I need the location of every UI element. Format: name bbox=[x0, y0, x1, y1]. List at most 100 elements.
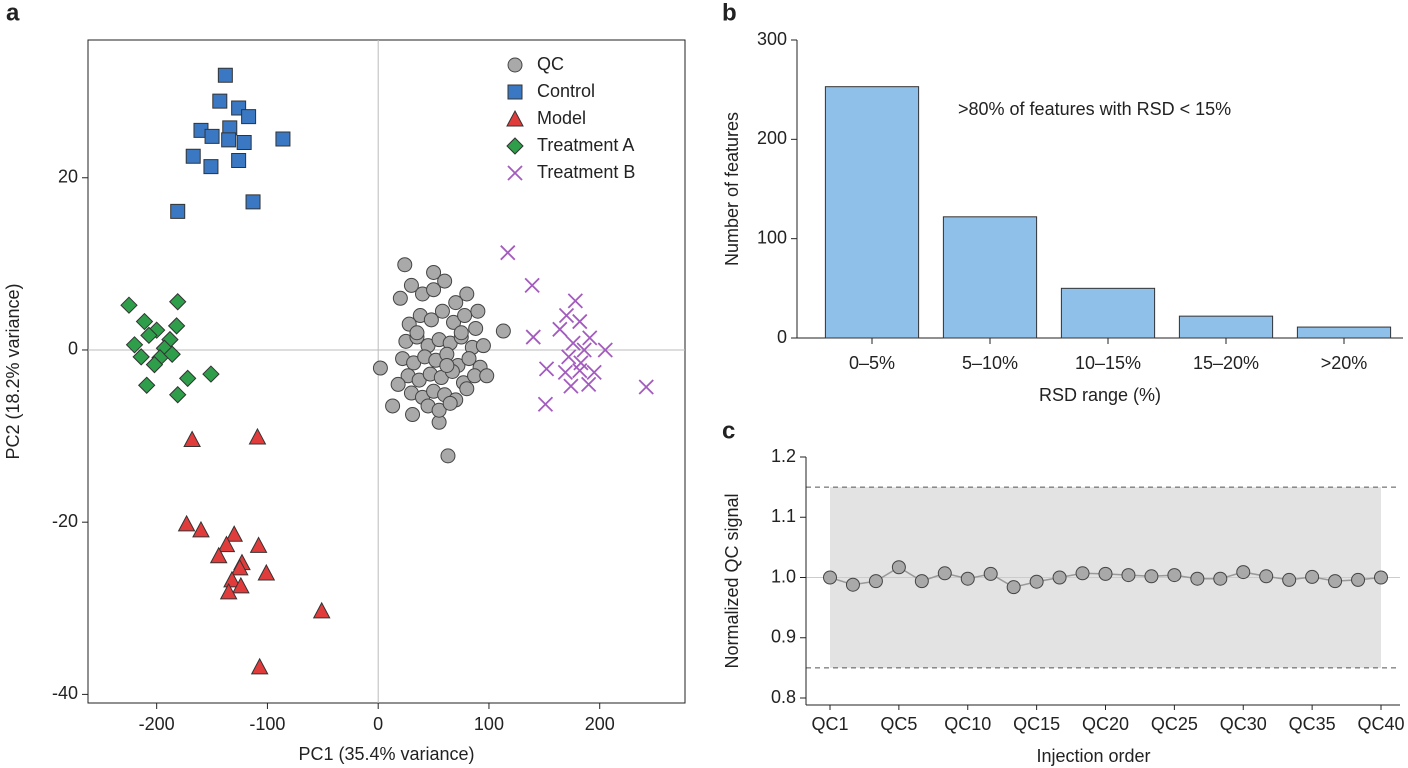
point bbox=[1328, 574, 1343, 589]
point bbox=[245, 194, 261, 210]
point bbox=[225, 525, 244, 542]
point bbox=[231, 153, 247, 169]
point bbox=[440, 448, 456, 464]
y-axis-label: Number of features bbox=[722, 112, 742, 266]
point bbox=[1190, 571, 1205, 586]
point bbox=[167, 317, 186, 335]
point bbox=[431, 402, 447, 418]
point bbox=[576, 342, 592, 358]
point bbox=[217, 67, 233, 83]
point bbox=[448, 295, 464, 311]
x-tick-label: QC15 bbox=[1013, 714, 1060, 734]
point bbox=[426, 282, 442, 298]
point bbox=[392, 290, 408, 306]
point bbox=[1374, 570, 1388, 585]
point bbox=[1282, 572, 1297, 587]
point bbox=[170, 203, 186, 219]
point bbox=[169, 293, 187, 311]
legend-label: QC bbox=[537, 54, 564, 74]
point bbox=[1098, 566, 1113, 581]
bar bbox=[1060, 287, 1156, 339]
point bbox=[405, 407, 421, 423]
point bbox=[390, 376, 406, 392]
point bbox=[1121, 568, 1136, 583]
y-tick-label: 1.0 bbox=[771, 566, 796, 586]
y-axis-label: Normalized QC signal bbox=[722, 493, 742, 668]
point bbox=[204, 128, 220, 144]
point bbox=[236, 134, 252, 150]
point bbox=[385, 398, 401, 414]
legend-marker bbox=[506, 109, 524, 127]
x-tick-label: 5–10% bbox=[962, 353, 1018, 373]
x-tick-label: QC30 bbox=[1220, 714, 1267, 734]
bar bbox=[1178, 315, 1274, 339]
point bbox=[250, 657, 269, 675]
point bbox=[178, 369, 197, 388]
x-tick-label: QC40 bbox=[1357, 714, 1404, 734]
point bbox=[439, 357, 455, 373]
point bbox=[459, 286, 475, 302]
point bbox=[525, 329, 541, 345]
point bbox=[132, 348, 150, 366]
point bbox=[457, 308, 473, 324]
point bbox=[249, 536, 268, 553]
point bbox=[257, 563, 276, 581]
point bbox=[212, 93, 228, 109]
bar bbox=[1296, 326, 1392, 339]
point bbox=[169, 386, 187, 404]
y-tick-label: -20 bbox=[52, 511, 78, 531]
point bbox=[202, 365, 220, 383]
point bbox=[461, 351, 477, 367]
point bbox=[558, 307, 575, 324]
point bbox=[434, 303, 450, 319]
point bbox=[423, 312, 439, 328]
point bbox=[437, 273, 453, 289]
point bbox=[845, 577, 860, 592]
point bbox=[426, 264, 442, 280]
point bbox=[183, 430, 201, 448]
point bbox=[1006, 580, 1021, 595]
point bbox=[563, 378, 579, 394]
panel-label: a bbox=[6, 0, 20, 26]
point bbox=[223, 570, 241, 588]
y-tick-label: 100 bbox=[757, 227, 787, 247]
point bbox=[230, 558, 249, 576]
point bbox=[372, 360, 388, 376]
x-tick-label: QC10 bbox=[944, 714, 991, 734]
panel-label: b bbox=[722, 0, 737, 26]
x-axis-label: PC1 (35.4% variance) bbox=[298, 744, 474, 764]
point bbox=[209, 546, 228, 564]
point bbox=[638, 379, 654, 395]
legend-label: Treatment A bbox=[537, 135, 634, 155]
x-tick-label: -100 bbox=[249, 714, 285, 734]
point bbox=[572, 363, 588, 379]
point bbox=[217, 535, 236, 553]
point bbox=[960, 571, 975, 586]
y-axis-label: PC2 (18.2% variance) bbox=[3, 283, 23, 459]
x-tick-label: QC35 bbox=[1289, 714, 1336, 734]
point bbox=[145, 355, 164, 374]
point bbox=[135, 312, 154, 331]
point bbox=[582, 330, 598, 346]
point bbox=[581, 376, 597, 393]
x-axis-label: Injection order bbox=[1036, 746, 1150, 766]
x-tick-label: QC25 bbox=[1151, 714, 1198, 734]
point bbox=[241, 109, 257, 125]
panel-label: c bbox=[722, 417, 735, 444]
bar bbox=[942, 216, 1038, 339]
y-tick-label: 20 bbox=[58, 167, 78, 187]
point bbox=[222, 120, 238, 136]
point bbox=[524, 277, 540, 294]
point bbox=[446, 314, 462, 330]
point bbox=[1052, 570, 1067, 585]
point bbox=[397, 257, 413, 273]
x-tick-label: 15–20% bbox=[1193, 353, 1259, 373]
point bbox=[219, 582, 238, 600]
y-tick-label: 1.1 bbox=[771, 506, 796, 526]
point bbox=[470, 303, 486, 319]
x-tick-label: >20% bbox=[1321, 353, 1368, 373]
point bbox=[538, 361, 555, 377]
point bbox=[137, 376, 156, 394]
x-tick-label: 10–15% bbox=[1075, 353, 1141, 373]
